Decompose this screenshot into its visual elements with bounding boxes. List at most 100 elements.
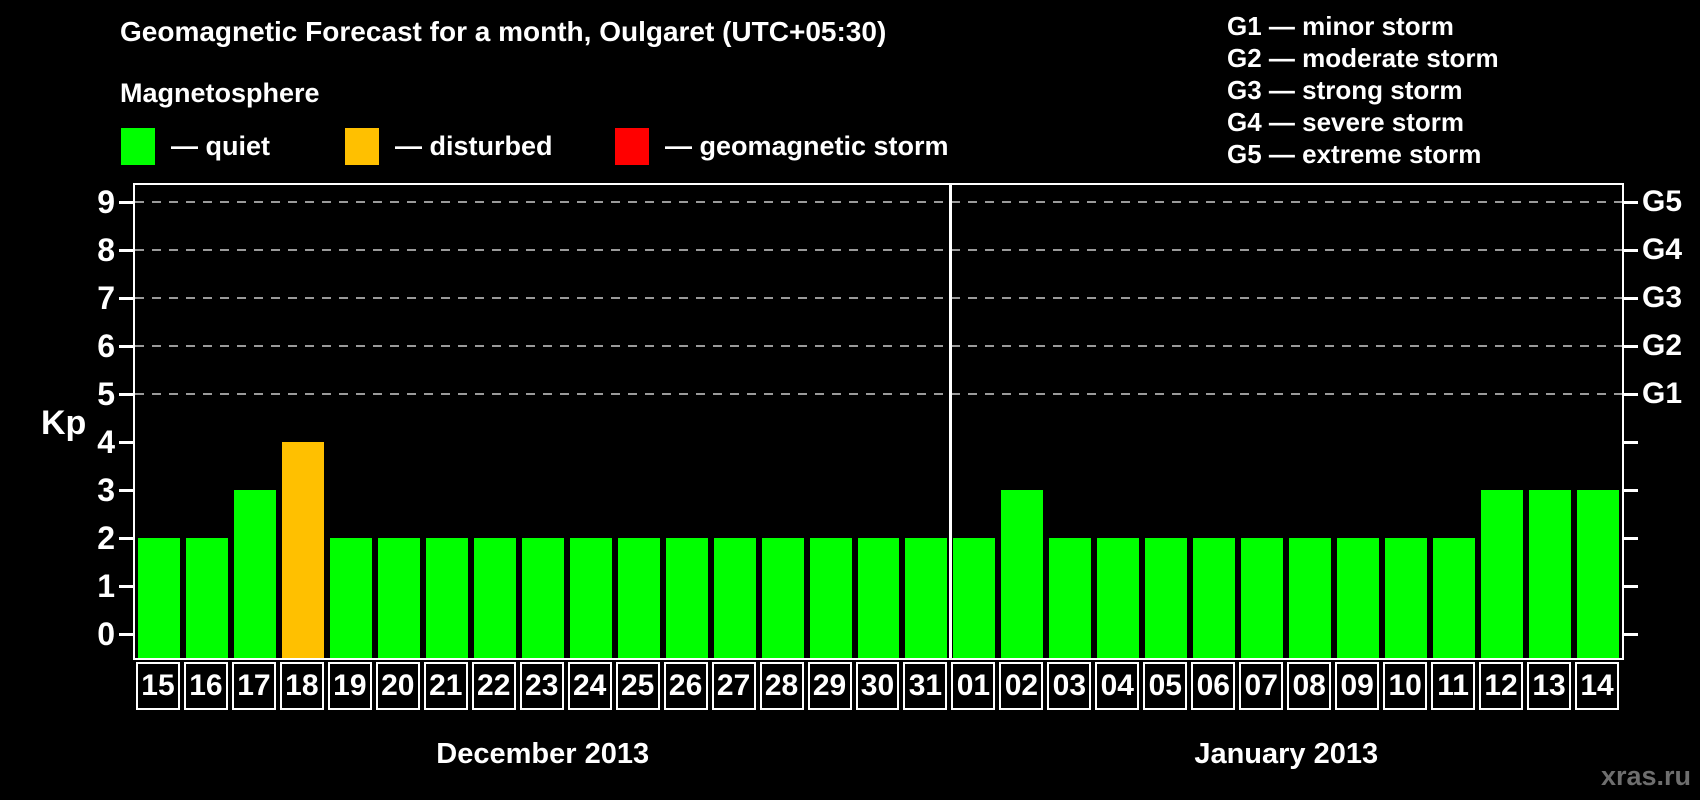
kp-bar-01 [953, 538, 996, 658]
kp-bar-23 [521, 538, 564, 658]
day-label-17: 17 [231, 662, 276, 710]
g3-legend-row: G3 — strong storm [1227, 75, 1463, 105]
month-label: December 2013 [436, 738, 650, 770]
magnetosphere-label: Magnetosphere [120, 78, 320, 108]
day-label-11: 11 [1431, 662, 1476, 710]
right-axis-tick [1624, 585, 1638, 588]
y-axis-title: Kp [41, 404, 87, 442]
g4-legend-row: G4 — severe storm [1227, 107, 1465, 137]
y-tick-label: 6 [97, 328, 115, 364]
day-label-29: 29 [807, 662, 852, 710]
legend-label-disturbed: — disturbed [395, 131, 553, 161]
g-level-label: G3 [1642, 281, 1683, 314]
day-label-14: 14 [1575, 662, 1619, 710]
day-label-18: 18 [279, 662, 324, 710]
day-label-01: 01 [951, 662, 996, 710]
right-axis-tick [1624, 633, 1638, 636]
right-axis-tick [1624, 489, 1638, 492]
right-axis-tick [1624, 201, 1638, 204]
disturbed-color-swatch [345, 128, 379, 165]
day-label-12: 12 [1479, 662, 1524, 710]
kp-bar-22 [473, 538, 516, 658]
day-label-15: 15 [136, 662, 180, 710]
kp-bar-14 [1577, 490, 1619, 658]
kp-bar-24 [569, 538, 612, 658]
kp-bar-31 [905, 538, 948, 658]
day-label-21: 21 [423, 662, 468, 710]
day-label-19: 19 [327, 662, 372, 710]
g5-legend-row: G5 — extreme storm [1227, 139, 1482, 169]
legend-item-disturbed: — disturbed [345, 128, 553, 165]
y-tick-label: 5 [97, 376, 115, 412]
day-label-04: 04 [1095, 662, 1140, 710]
kp-bar-19 [329, 538, 372, 658]
day-label-20: 20 [375, 662, 420, 710]
day-label-26: 26 [663, 662, 708, 710]
day-label-28: 28 [759, 662, 804, 710]
gridline-kp8 [135, 249, 1622, 251]
gridline-kp5 [135, 393, 1622, 395]
g-level-label: G5 [1642, 185, 1683, 218]
kp-bar-30 [857, 538, 900, 658]
right-axis-tick [1624, 537, 1638, 540]
y-tick-label: 3 [97, 472, 115, 508]
y-tick-label: 2 [97, 520, 115, 556]
left-axis-tick [119, 633, 133, 636]
kp-bar-12 [1481, 490, 1524, 658]
right-axis-tick [1624, 441, 1638, 444]
kp-bar-06 [1193, 538, 1236, 658]
month-separator [948, 185, 952, 658]
g-level-label: G2 [1642, 329, 1683, 362]
month-label: January 2013 [1194, 738, 1379, 770]
legend-item-quiet: — quiet [121, 128, 270, 165]
right-axis-tick [1624, 297, 1638, 300]
day-label-30: 30 [855, 662, 900, 710]
kp-bar-27 [713, 538, 756, 658]
kp-bar-17 [233, 490, 276, 658]
day-label-02: 02 [999, 662, 1044, 710]
kp-bar-09 [1337, 538, 1380, 658]
day-label-09: 09 [1335, 662, 1380, 710]
day-label-05: 05 [1143, 662, 1188, 710]
kp-bar-10 [1385, 538, 1428, 658]
kp-bar-07 [1241, 538, 1284, 658]
kp-bar-04 [1097, 538, 1140, 658]
kp-bar-15 [138, 538, 180, 658]
gridline-kp9 [135, 201, 1622, 203]
chart-title: Geomagnetic Forecast for a month, Oulgar… [120, 16, 887, 47]
left-axis-tick [119, 297, 133, 300]
y-tick-label: 8 [97, 232, 115, 268]
day-label-10: 10 [1383, 662, 1428, 710]
y-tick-label: 0 [97, 616, 115, 652]
day-label-27: 27 [711, 662, 756, 710]
left-axis-tick [119, 201, 133, 204]
legend-label-storm: — geomagnetic storm [665, 131, 949, 161]
gridline-kp7 [135, 297, 1622, 299]
day-label-07: 07 [1239, 662, 1284, 710]
y-tick-label: 1 [97, 568, 115, 604]
day-label-08: 08 [1287, 662, 1332, 710]
g2-legend-row: G2 — moderate storm [1227, 43, 1499, 73]
quiet-color-swatch [121, 128, 155, 165]
day-label-24: 24 [567, 662, 612, 710]
left-axis-tick [119, 537, 133, 540]
y-tick-label: 4 [97, 424, 115, 460]
g-level-label: G4 [1642, 233, 1683, 266]
left-axis-tick [119, 393, 133, 396]
day-label-16: 16 [183, 662, 228, 710]
kp-bar-29 [809, 538, 852, 658]
day-label-31: 31 [903, 662, 948, 710]
kp-bar-20 [377, 538, 420, 658]
storm-color-swatch [615, 128, 649, 165]
gridline-kp6 [135, 345, 1622, 347]
left-axis-tick [119, 441, 133, 444]
kp-bar-16 [185, 538, 228, 658]
kp-bar-11 [1433, 538, 1476, 658]
day-label-25: 25 [615, 662, 660, 710]
right-axis-tick [1624, 393, 1638, 396]
legend-label-quiet: — quiet [171, 131, 270, 161]
kp-bar-13 [1529, 490, 1572, 658]
kp-bar-18 [281, 442, 324, 658]
left-axis-tick [119, 345, 133, 348]
